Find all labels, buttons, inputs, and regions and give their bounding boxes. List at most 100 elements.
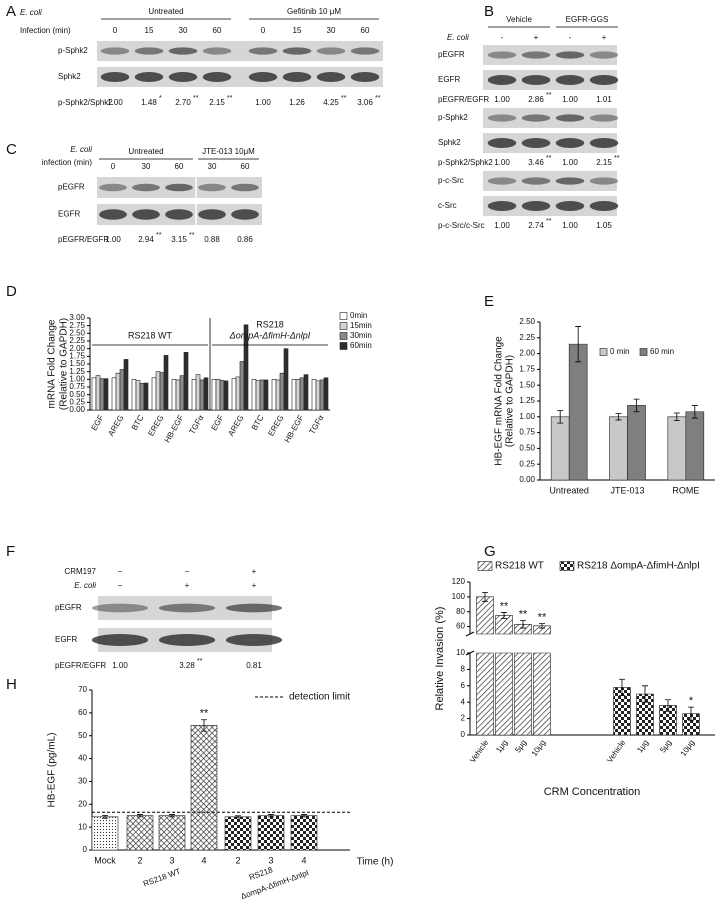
bar — [659, 705, 677, 736]
y-tick-label: 2.25 — [519, 333, 535, 342]
significance: ** — [193, 95, 199, 102]
ratio-value: 2.15 — [596, 158, 612, 167]
row-label: Sphk2 — [438, 138, 461, 147]
group-label: Untreated — [148, 7, 183, 16]
blot-band — [100, 47, 130, 55]
error-bar — [102, 815, 108, 819]
bar — [175, 379, 181, 411]
error-bar — [619, 678, 625, 697]
x-tick-label: BTC — [250, 413, 266, 432]
lane-label: 15 — [293, 26, 302, 35]
x-tick-label: 2 — [235, 855, 240, 865]
blot-band — [91, 603, 149, 613]
y-tick-label: 1.50 — [519, 380, 535, 389]
bar — [91, 816, 119, 851]
blot-band — [487, 138, 517, 148]
ratio-label: p-Sphk2/Sphk2 — [58, 98, 113, 107]
blot-band — [165, 209, 193, 220]
ratio-value: 1.00 — [255, 98, 271, 107]
y-tick-label: 0.25 — [519, 459, 535, 468]
group-label: EGFR-GGS — [566, 15, 609, 24]
y-tick-label: 2.50 — [69, 328, 85, 337]
bar — [609, 416, 628, 481]
error-bar — [520, 620, 526, 629]
bar — [99, 378, 105, 411]
lane-label: 0 — [113, 26, 118, 35]
blot-band — [165, 183, 193, 192]
bar — [568, 343, 588, 481]
ratio-value: 1.01 — [596, 95, 612, 104]
significance: ** — [546, 92, 552, 99]
blot-band — [350, 72, 380, 82]
x-tick-label: EREG — [146, 414, 165, 438]
significance: * — [159, 95, 162, 102]
x-tick-label: JTE-013 — [610, 485, 644, 495]
bar — [95, 375, 101, 411]
y-tick-label: 20 — [78, 799, 87, 808]
lane-label: + — [534, 33, 539, 42]
error-bar — [615, 413, 622, 421]
y-tick-label: 2.00 — [519, 349, 535, 358]
significance: ** — [197, 658, 203, 665]
blot-band — [99, 183, 127, 192]
blot-band — [100, 72, 130, 82]
bar — [239, 361, 245, 411]
error-bar — [691, 405, 698, 419]
bar — [251, 379, 257, 411]
bar — [514, 624, 532, 736]
y-tick-label: 0.50 — [519, 444, 535, 453]
x-axis-label: CRM Concentration — [544, 786, 641, 798]
bar — [179, 375, 185, 411]
blot-band — [487, 114, 517, 122]
blot-band — [555, 75, 585, 85]
legend-swatch — [339, 342, 348, 350]
bar — [155, 371, 161, 411]
y-tick-label: 10 — [78, 822, 87, 831]
lane-label: 30 — [179, 26, 188, 35]
blot-band — [282, 47, 312, 55]
ratio-value: 0.88 — [204, 235, 220, 244]
x-tick-label: 2 — [137, 855, 142, 865]
y-tick-label: 10 — [456, 648, 465, 657]
y-tick-label: 0 — [83, 845, 88, 854]
y-axis-label: (Relative to GAPDH) — [59, 318, 70, 410]
error-bar — [539, 623, 545, 629]
y-axis-label: mRNA Fold Change — [47, 319, 58, 408]
lane-label: - — [501, 33, 504, 42]
y-tick-label: 1.25 — [69, 367, 85, 376]
error-bar — [665, 699, 671, 712]
blot-band — [555, 201, 585, 211]
bar — [255, 379, 261, 411]
ratio-value: 1.48 — [141, 98, 157, 107]
x-tick-label: 3 — [169, 855, 174, 865]
panel-label: C — [6, 141, 17, 158]
ratio-value: 2.94 — [138, 235, 154, 244]
bar — [219, 379, 225, 411]
blot-band — [134, 47, 164, 55]
bar — [135, 379, 141, 411]
group-label: RS218 — [248, 865, 275, 882]
ratio-label: p-c-Src/c-Src — [438, 221, 485, 230]
blot-band — [198, 183, 226, 192]
bar — [303, 374, 309, 411]
blot-band — [202, 47, 232, 55]
x-tick-label: 10μg — [530, 738, 548, 758]
ratio-value: 3.46 — [528, 158, 544, 167]
significance: ** — [546, 218, 552, 225]
bar — [323, 377, 329, 411]
bar — [211, 379, 217, 411]
treatment-sign: − — [185, 567, 190, 576]
x-tick-label: EGF — [210, 413, 226, 432]
bar — [223, 380, 229, 411]
row-label: EGFR — [438, 75, 460, 84]
x-tick-label: 3 — [268, 855, 273, 865]
x-tick-label: TGFα — [187, 413, 205, 436]
row-label: Sphk2 — [58, 72, 81, 81]
ratio-value: 1.26 — [289, 98, 305, 107]
bar — [315, 380, 321, 411]
error-bar — [557, 410, 564, 424]
bar — [613, 687, 631, 736]
bar — [636, 693, 654, 736]
ratio-value: 2.70 — [175, 98, 191, 107]
x-tick-label: Vehicle — [605, 738, 627, 765]
